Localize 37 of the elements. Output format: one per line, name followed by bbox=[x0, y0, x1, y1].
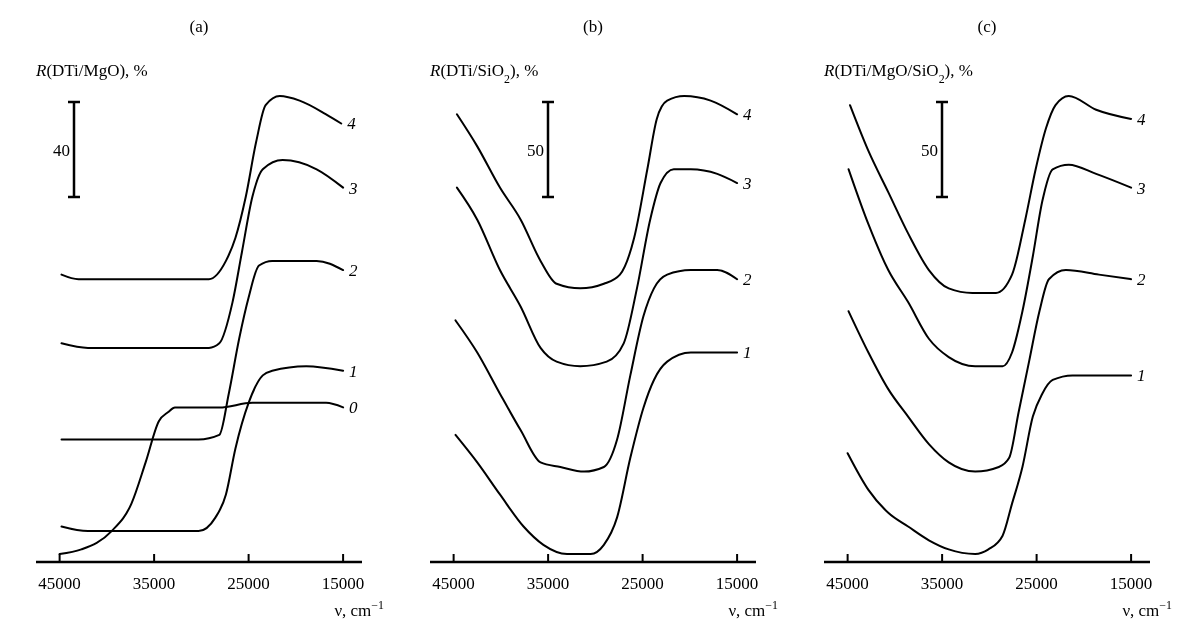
x-tick-label: 25000 bbox=[621, 574, 664, 593]
x-axis-title: ν, cm$^{−1}$ bbox=[334, 598, 385, 620]
chart-title: (b) bbox=[583, 17, 603, 36]
x-tick-label: 45000 bbox=[38, 574, 81, 593]
annotation: 40 bbox=[53, 140, 70, 160]
series-label: 2 bbox=[349, 261, 359, 281]
series-label: 3 bbox=[348, 178, 358, 198]
y-axis-title: R(DTi/SiO$_{2}$), % bbox=[429, 61, 539, 86]
x-tick-label: 15000 bbox=[715, 574, 759, 593]
x-tick-label: 15000 bbox=[321, 574, 365, 593]
chart-title: (a) bbox=[189, 17, 209, 36]
x-tick-label: 35000 bbox=[920, 574, 964, 593]
x-tick-label: 45000 bbox=[432, 574, 475, 593]
series-label: 3 bbox=[1136, 178, 1146, 198]
series-label: 2 bbox=[743, 270, 753, 290]
x-tick-label: 45000 bbox=[826, 574, 869, 593]
series-label: 1 bbox=[349, 361, 358, 381]
series-label: 4 bbox=[743, 105, 753, 125]
x-tick-label: 25000 bbox=[227, 574, 270, 593]
y-axis-title: R(DTi/MgO), % bbox=[35, 61, 148, 80]
annotation: 50 bbox=[527, 140, 544, 160]
y-axis-title: R(DTi/MgO/SiO$_{2}$), % bbox=[823, 61, 973, 86]
chart-title: (c) bbox=[977, 17, 997, 36]
x-tick-label: 35000 bbox=[526, 574, 570, 593]
x-axis-title: ν, cm$^{−1}$ bbox=[728, 598, 779, 620]
x-axis-title: ν, cm$^{−1}$ bbox=[1122, 598, 1173, 620]
series-label: 4 bbox=[1137, 109, 1147, 129]
series-label: 1 bbox=[1137, 366, 1146, 386]
x-tick-label: 15000 bbox=[1109, 574, 1153, 593]
x-tick-label: 25000 bbox=[1015, 574, 1058, 593]
series-label: 4 bbox=[347, 114, 357, 134]
x-tick-label: 35000 bbox=[132, 574, 176, 593]
series-label: 0 bbox=[349, 398, 359, 418]
series-label: 1 bbox=[743, 343, 752, 363]
annotation: 50 bbox=[921, 140, 938, 160]
series-label: 2 bbox=[1137, 270, 1147, 290]
series-label: 3 bbox=[742, 174, 752, 194]
